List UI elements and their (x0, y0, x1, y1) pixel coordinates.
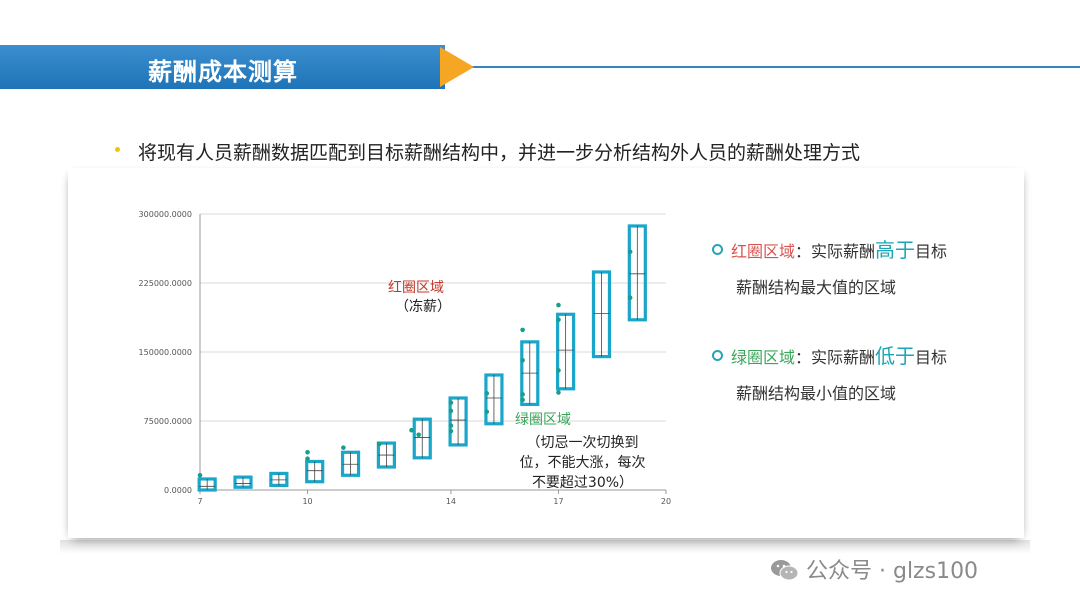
employee-salary-point (556, 302, 561, 308)
employee-salary-point (416, 432, 421, 438)
legend-green: 绿圈区域：实际薪酬低于目标 薪酬结构最小值的区域 (712, 338, 947, 412)
bullet-dot-icon (115, 147, 120, 152)
green-zone-annotation-sub: （切忌一次切换到 位，不能大涨，每次 不要超过30%） (510, 433, 655, 493)
employee-salary-point (305, 449, 310, 455)
wechat-icon (771, 560, 799, 581)
x-tick-label: 10 (302, 497, 312, 506)
x-tick-label: 20 (661, 497, 671, 506)
red-zone-annotation-title: 红圈区域 (388, 280, 444, 296)
legend-red-colon: ：实际薪酬 (795, 242, 876, 261)
employee-salary-point (448, 423, 454, 428)
employee-salary-point (627, 249, 633, 255)
green-zone-annotation-line: 不要超过30%） (531, 475, 634, 491)
x-tick-label: 14 (446, 497, 456, 506)
employee-salary-point (484, 409, 490, 415)
employee-salary-point (556, 368, 561, 373)
y-tick-label: 225000.0000 (139, 279, 192, 288)
red-zone-annotation-sub: （冻薪） (395, 299, 451, 315)
y-tick-label: 300000.0000 (139, 210, 192, 219)
legend-red-highlight: 高于 (875, 238, 916, 262)
legend-green-rest2: 薪酬结构最小值的区域 (736, 384, 897, 403)
green-zone-annotation-line: （切忌一次切换到 (526, 435, 639, 451)
employee-salary-point (520, 392, 525, 397)
y-tick-label: 150000.0000 (139, 348, 192, 357)
employee-salary-point (197, 472, 203, 478)
legend-green-highlight: 低于 (875, 344, 916, 368)
bullet-text: 将现有人员薪酬数据匹配到目标薪酬结构中，并进一步分析结构外人员的薪酬处理方式 (138, 142, 861, 164)
employee-salary-point (627, 295, 633, 301)
x-tick-label: 7 (197, 497, 202, 506)
employee-salary-point (448, 408, 454, 414)
legend-red-label: 红圈区域 (731, 242, 796, 261)
employee-salary-point (305, 456, 310, 462)
employee-salary-point (520, 327, 525, 333)
legend-green-colon: ：实际薪酬 (795, 348, 876, 367)
employee-salary-point (341, 445, 346, 450)
green-zone-annotation-line: 位，不能大涨，每次 (519, 455, 646, 471)
header-band (0, 45, 445, 89)
header-arrow-icon (440, 47, 474, 87)
green-zone-annotation-title: 绿圈区域 (515, 412, 571, 428)
chart-card (68, 168, 1024, 538)
card-shadow (60, 540, 1030, 554)
y-tick-label: 0.0000 (164, 486, 192, 495)
employee-salary-point (409, 427, 414, 433)
employee-salary-point (484, 391, 490, 396)
ring-bullet-icon (712, 244, 723, 255)
y-tick-label: 75000.0000 (144, 417, 192, 426)
page-title: 薪酬成本测算 (148, 58, 298, 86)
legend-red-rest2: 薪酬结构最大值的区域 (736, 278, 897, 297)
employee-salary-point (448, 428, 454, 434)
watermark-text: 公众号 · glzs100 (806, 559, 979, 584)
legend-red-rest1: 目标 (915, 242, 948, 261)
header-line (445, 66, 1080, 68)
legend-green-rest1: 目标 (915, 348, 948, 367)
employee-salary-point (376, 441, 382, 447)
ring-bullet-icon (712, 350, 723, 361)
employee-salary-point (520, 397, 525, 403)
x-tick-label: 17 (553, 497, 563, 506)
employee-salary-point (448, 400, 454, 405)
legend-red: 红圈区域：实际薪酬高于目标 薪酬结构最大值的区域 (712, 232, 947, 306)
employee-salary-point (520, 357, 525, 363)
legend-green-label: 绿圈区域 (731, 348, 796, 367)
employee-salary-point (556, 317, 561, 323)
employee-salary-point (556, 390, 561, 395)
